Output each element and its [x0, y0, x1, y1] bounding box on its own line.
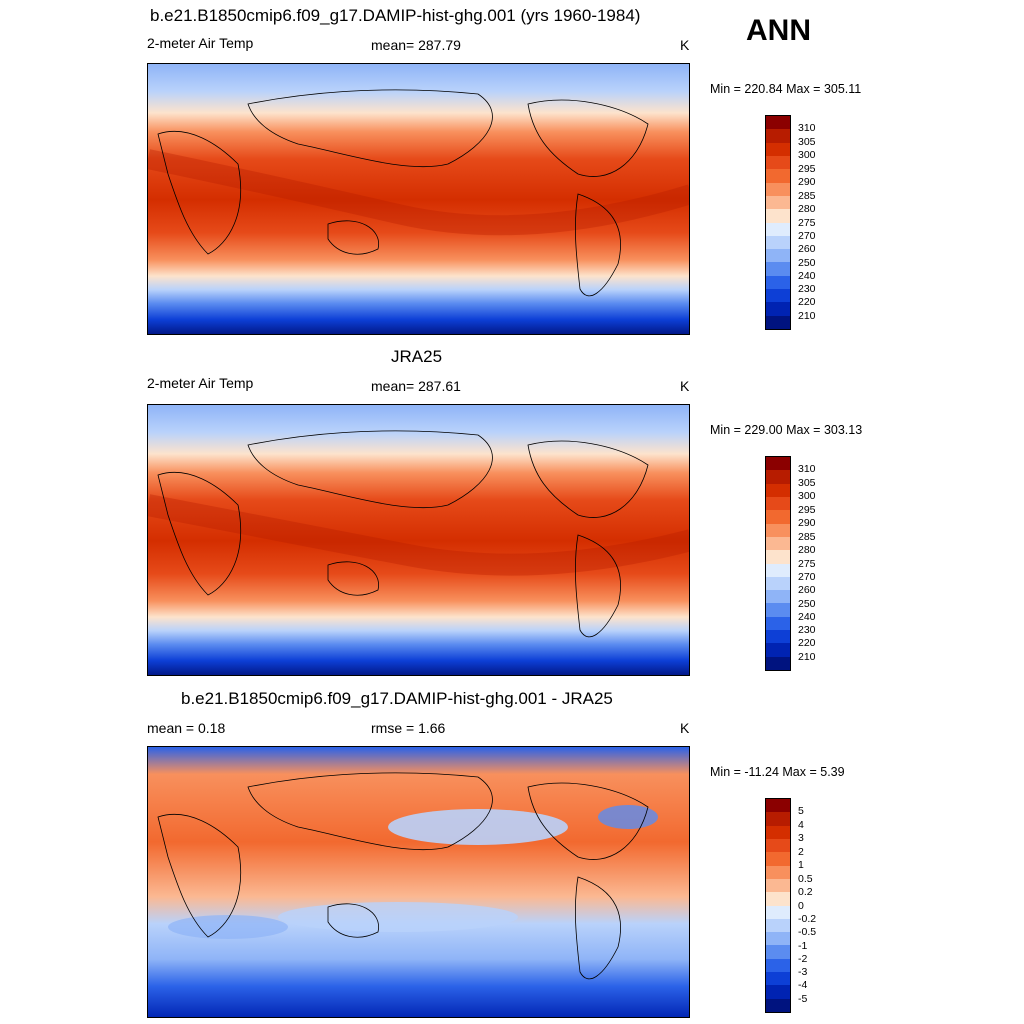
panel3-minmax-label: Min = -11.24 Max = 5.39: [710, 765, 845, 779]
panel2-colorbar-tick: 270: [798, 571, 816, 583]
panel1-colorbar-tick: 290: [798, 176, 816, 188]
panel1-colorbar-tick: 310: [798, 122, 816, 134]
panel1-colorbar-tick: 260: [798, 243, 816, 255]
panel3-rmse-label: rmse = 1.66: [371, 720, 446, 736]
panel1-colorbar-tick: 285: [798, 190, 816, 202]
panel3-colorbar-tick: -2: [798, 953, 808, 965]
panel3-colorbar-tick: 5: [798, 805, 804, 817]
panel3-colorbar-tick: -3: [798, 966, 808, 978]
panel3-colorbar-tick: 1: [798, 859, 804, 871]
panel3-colorbar-tick: 0: [798, 900, 804, 912]
panel1-colorbar-tick: 210: [798, 310, 816, 322]
panel3-title: b.e21.B1850cmip6.f09_g17.DAMIP-hist-ghg.…: [181, 689, 613, 708]
panel1-title: b.e21.B1850cmip6.f09_g17.DAMIP-hist-ghg.…: [150, 6, 641, 25]
panel3-unit-label: K: [680, 720, 690, 736]
panel2-colorbar-tick: 285: [798, 531, 816, 543]
panel2-temperature-map: [147, 404, 690, 676]
panel3-mean-label: mean = 0.18: [147, 720, 226, 736]
panel2-colorbar-tick: 305: [798, 477, 816, 489]
panel2-variable-label: 2-meter Air Temp: [147, 375, 254, 391]
panel3-difference-map: [147, 746, 690, 1018]
panel2-colorbar-tick: 210: [798, 651, 816, 663]
panel1-variable-label: 2-meter Air Temp: [147, 35, 254, 51]
panel1-colorbar-tick: 240: [798, 270, 816, 282]
panel2-colorbar-tick: 260: [798, 584, 816, 596]
panel2-colorbar-tick: 240: [798, 611, 816, 623]
panel2-colorbar-tick: 275: [798, 558, 816, 570]
panel1-colorbar-tick: 275: [798, 217, 816, 229]
panel1-colorbar-tick: 295: [798, 163, 816, 175]
panel1-colorbar-tick: 305: [798, 136, 816, 148]
panel3-colorbar-tick: 4: [798, 819, 804, 831]
panel1-colorbar-tick: 220: [798, 296, 816, 308]
panel2-mean-label: mean= 287.61: [371, 378, 461, 394]
panel1-colorbar-tick: 270: [798, 230, 816, 242]
panel1-colorbar: [765, 115, 791, 330]
panel2-colorbar-tick: 280: [798, 544, 816, 556]
season-label: ANN: [746, 14, 811, 47]
panel2-colorbar-tick: 310: [798, 463, 816, 475]
panel3-colorbar-tick: -0.5: [798, 926, 817, 938]
panel2-colorbar-tick: 295: [798, 504, 816, 516]
panel1-unit-label: K: [680, 37, 690, 53]
panel1-colorbar-tick: 250: [798, 257, 816, 269]
panel2-minmax-label: Min = 229.00 Max = 303.13: [710, 423, 863, 437]
panel2-colorbar: [765, 456, 791, 671]
panel2-colorbar-tick: 250: [798, 598, 816, 610]
panel2-title: JRA25: [391, 347, 443, 366]
panel3-colorbar-tick: 3: [798, 832, 804, 844]
panel1-colorbar-tick: 300: [798, 149, 816, 161]
panel3-colorbar-tick: -0.2: [798, 913, 817, 925]
panel2-colorbar-tick: 230: [798, 624, 816, 636]
panel3-colorbar-tick: -1: [798, 940, 808, 952]
panel1-minmax-label: Min = 220.84 Max = 305.11: [710, 82, 862, 96]
panel3-colorbar-tick: -5: [798, 993, 808, 1005]
panel1-mean-label: mean= 287.79: [371, 37, 461, 53]
panel3-colorbar-tick: -4: [798, 979, 808, 991]
panel3-colorbar-tick: 2: [798, 846, 804, 858]
panel2-unit-label: K: [680, 378, 690, 394]
panel2-colorbar-tick: 290: [798, 517, 816, 529]
panel1-temperature-map: [147, 63, 690, 335]
panel3-colorbar: [765, 798, 791, 1013]
panel1-colorbar-tick: 280: [798, 203, 816, 215]
panel3-colorbar-tick: 0.2: [798, 886, 813, 898]
panel2-colorbar-tick: 220: [798, 637, 816, 649]
panel2-colorbar-tick: 300: [798, 490, 816, 502]
panel3-colorbar-tick: 0.5: [798, 873, 813, 885]
panel1-colorbar-tick: 230: [798, 283, 816, 295]
